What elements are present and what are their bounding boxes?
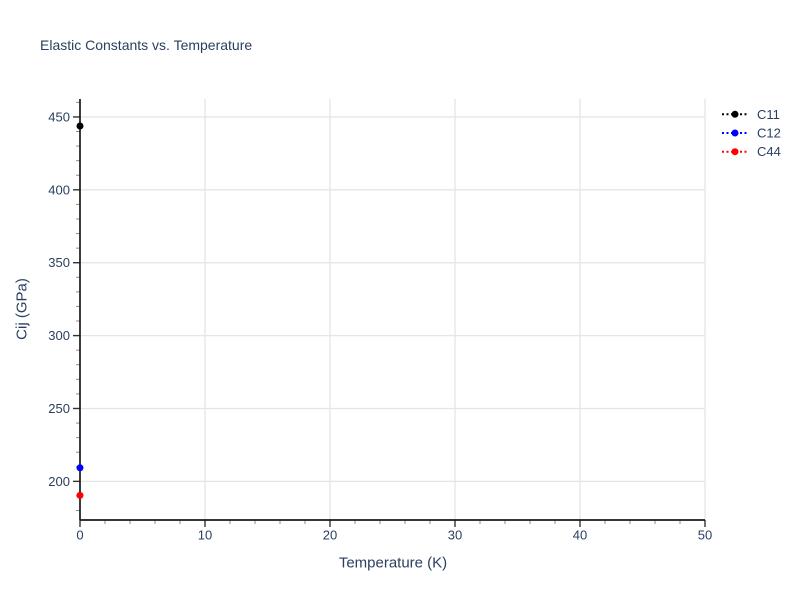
series-C11-point-0[interactable] [76,122,84,130]
gridlines [80,99,706,520]
y-axis-title: Cij (GPa) [13,278,31,340]
legend-label-C12: C12 [757,126,781,141]
legend-marker-swatch-C11 [731,110,739,118]
y-tick-label-450: 450 [48,109,70,124]
x-tick-label-0: 0 [76,528,83,543]
series-C11 [76,122,84,130]
major-ticks: 0 10 20 30 40 50 200 250 300 350 400 450 [48,109,712,542]
plot-area[interactable] [80,99,705,520]
y-tick-label-400: 400 [48,182,70,197]
x-tick-label-40: 40 [573,528,587,543]
x-tick-label-10: 10 [198,528,212,543]
series-C12-point-0[interactable] [76,464,84,472]
chart-title: Elastic Constants vs. Temperature [40,37,253,53]
y-tick-label-300: 300 [48,328,70,343]
x-tick-label-20: 20 [323,528,337,543]
legend-label-C44: C44 [757,144,781,159]
y-tick-label-250: 250 [48,401,70,416]
x-tick-label-50: 50 [698,528,712,543]
legend-marker-swatch-C12 [731,129,739,137]
y-tick-label-200: 200 [48,474,70,489]
series-C44 [76,491,84,499]
series-C44-point-0[interactable] [76,491,84,499]
legend-item-C12[interactable]: C12 [722,126,781,141]
x-tick-label-30: 30 [448,528,462,543]
legend: C11 C12 C44 [722,107,781,159]
legend-item-C44[interactable]: C44 [722,144,781,159]
legend-item-C11[interactable]: C11 [722,107,780,122]
y-tick-label-350: 350 [48,255,70,270]
legend-label-C11: C11 [757,107,780,122]
legend-marker-swatch-C44 [731,148,739,156]
series-C12 [76,464,84,472]
x-axis-title: Temperature (K) [338,554,448,572]
